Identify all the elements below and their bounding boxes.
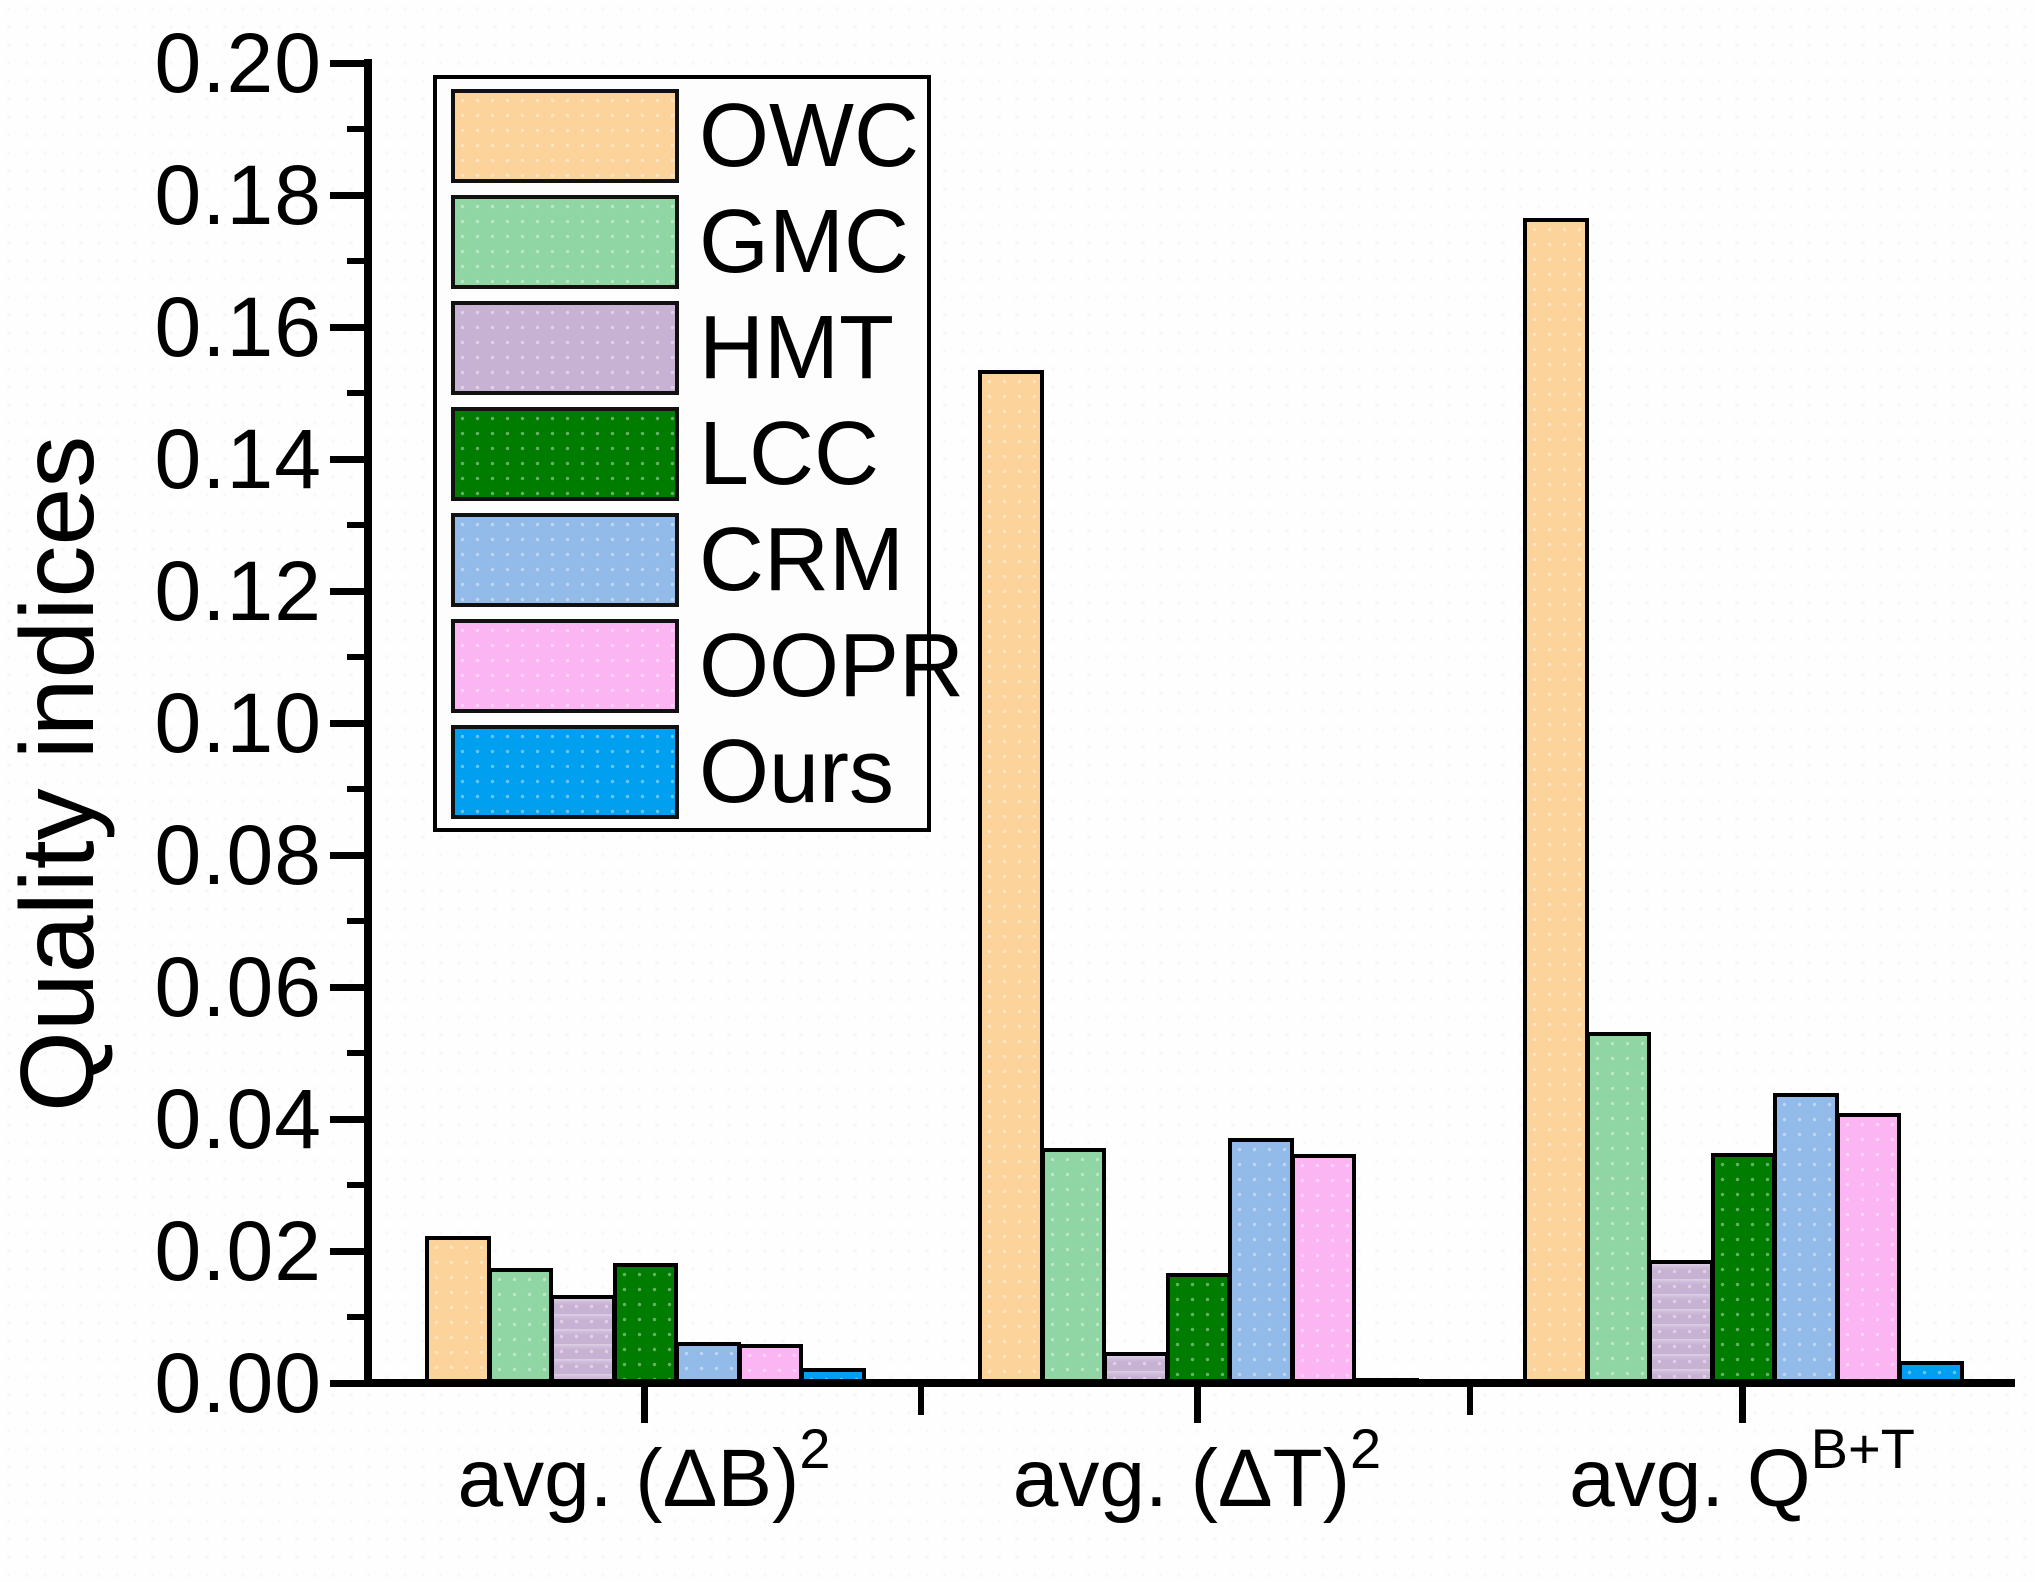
legend-label-gmc: GMC <box>699 192 909 292</box>
legend-item-ours: Ours <box>437 725 927 819</box>
y-major-tick <box>330 587 368 595</box>
x-category-label: avg. (ΔT)2 <box>1013 1421 1381 1520</box>
x-major-tick <box>640 1387 648 1423</box>
y-minor-tick <box>347 1314 368 1320</box>
y-axis-line <box>364 59 372 1387</box>
legend-label-hmt: HMT <box>699 298 894 398</box>
y-minor-tick <box>347 522 368 528</box>
bar-oopr-group3 <box>1835 1113 1902 1383</box>
y-major-tick <box>330 455 368 463</box>
y-major-tick <box>330 1379 368 1387</box>
y-tick-label: 0.04 <box>154 1072 322 1166</box>
y-tick-label: 0.16 <box>154 280 322 374</box>
y-tick-label: 0.02 <box>154 1204 322 1298</box>
legend-item-oopr: OOPR <box>437 619 964 713</box>
bar-crm-group3 <box>1773 1093 1839 1383</box>
y-major-tick <box>330 323 368 331</box>
bar-hmt-group3 <box>1648 1260 1714 1383</box>
bar-crm-group2 <box>1228 1138 1294 1383</box>
legend: OWC GMC HMT LCC CRM OOPR Ours <box>433 75 964 832</box>
bar-gmc-group3 <box>1585 1031 1652 1383</box>
y-tick-label: 0.08 <box>154 808 322 902</box>
bar-owc-group3 <box>1523 218 1589 1383</box>
bar-gmc-group2 <box>1040 1148 1107 1383</box>
y-tick-label: 0.20 <box>154 16 322 110</box>
y-major-tick <box>330 59 368 67</box>
legend-swatch-lcc <box>451 407 679 501</box>
bar-lcc-group1 <box>612 1262 679 1383</box>
legend-item-crm: CRM <box>437 513 927 607</box>
bar-oopr-group2 <box>1290 1153 1357 1383</box>
legend-swatch-gmc <box>451 195 679 289</box>
y-minor-tick <box>347 1050 368 1056</box>
legend-label-crm: CRM <box>699 510 904 610</box>
x-minor-tick <box>1466 1387 1473 1415</box>
y-major-tick <box>330 1247 368 1255</box>
bar-owc-group2 <box>978 369 1044 1383</box>
legend-label-ours: Ours <box>699 722 895 822</box>
y-major-tick <box>330 191 368 199</box>
x-category-label-base: avg. Q <box>1569 1433 1811 1524</box>
y-major-tick <box>330 1115 368 1123</box>
y-major-tick <box>330 719 368 727</box>
legend-swatch-owc <box>451 89 679 183</box>
y-minor-tick <box>347 786 368 792</box>
bar-lcc-group2 <box>1165 1272 1232 1383</box>
legend-swatch-oopr <box>451 619 679 713</box>
y-minor-tick <box>347 126 368 132</box>
y-tick-label: 0.14 <box>154 412 322 506</box>
bar-hmt-group2 <box>1103 1351 1169 1383</box>
y-tick-label: 0.06 <box>154 940 322 1034</box>
legend-label-oopr: OOPR <box>699 616 965 716</box>
y-tick-label: 0.00 <box>154 1336 322 1430</box>
legend-swatch-ours <box>451 725 679 819</box>
y-minor-tick <box>347 918 368 924</box>
bar-ours-group1 <box>800 1367 866 1383</box>
x-minor-tick <box>917 1387 924 1415</box>
bar-oopr-group1 <box>737 1344 804 1383</box>
bar-crm-group1 <box>675 1342 741 1383</box>
x-major-tick <box>1738 1387 1746 1423</box>
legend-swatch-crm <box>451 513 679 607</box>
y-minor-tick <box>347 390 368 396</box>
x-category-label-base: avg. (ΔT) <box>1012 1433 1351 1524</box>
legend-label-lcc: LCC <box>699 404 880 504</box>
x-category-label-base: avg. (ΔB) <box>457 1433 800 1524</box>
legend-item-hmt: HMT <box>437 301 927 395</box>
legend-swatch-hmt <box>451 301 679 395</box>
bar-ours-group3 <box>1898 1361 1964 1383</box>
bar-ours-group2 <box>1353 1377 1419 1386</box>
y-major-tick <box>330 851 368 859</box>
y-major-tick <box>330 983 368 991</box>
y-tick-label: 0.10 <box>154 676 322 770</box>
bar-lcc-group3 <box>1710 1152 1777 1383</box>
x-category-label-superscript: 2 <box>1350 1417 1382 1480</box>
bar-owc-group1 <box>425 1236 491 1383</box>
legend-label-owc: OWC <box>699 86 919 186</box>
bar-hmt-group1 <box>550 1294 616 1383</box>
bar-gmc-group1 <box>487 1267 554 1383</box>
legend-item-owc: OWC <box>437 89 927 183</box>
y-tick-label: 0.12 <box>154 544 322 638</box>
x-category-label: avg. QB+T <box>1569 1421 1915 1520</box>
y-minor-tick <box>347 1182 368 1188</box>
y-minor-tick <box>347 654 368 660</box>
legend-item-gmc: GMC <box>437 195 927 289</box>
x-category-label-superscript: B+T <box>1810 1417 1915 1480</box>
x-axis-line <box>364 1379 2015 1387</box>
y-tick-label: 0.18 <box>154 148 322 242</box>
y-minor-tick <box>347 258 368 264</box>
x-category-label-superscript: 2 <box>799 1417 831 1480</box>
legend-item-lcc: LCC <box>437 407 927 501</box>
x-category-label: avg. (ΔB)2 <box>457 1421 830 1520</box>
x-major-tick <box>1193 1387 1201 1423</box>
